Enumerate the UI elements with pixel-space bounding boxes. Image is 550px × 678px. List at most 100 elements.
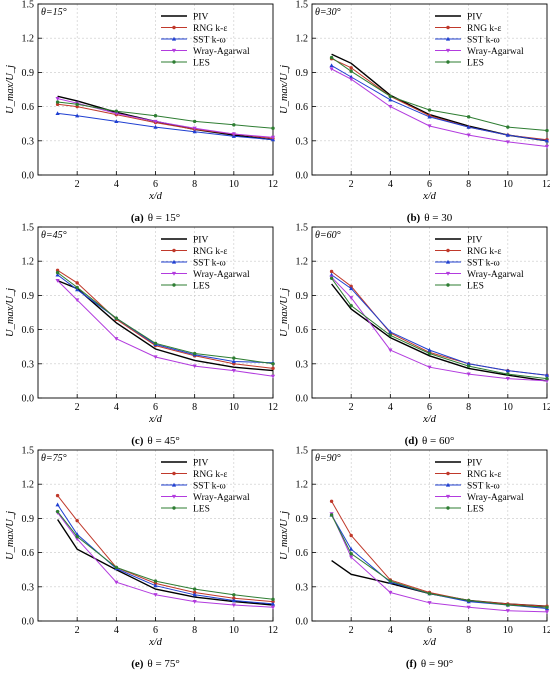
legend-marker — [445, 36, 451, 41]
legend-marker — [171, 48, 177, 53]
caption-prefix: (a) — [131, 212, 144, 224]
legend-marker — [446, 283, 450, 287]
legend-label: Wray-Agarwal — [467, 270, 524, 280]
caption-text: θ = 60° — [422, 435, 454, 447]
y-tick-label: 0.3 — [22, 359, 35, 370]
x-tick-label: 4 — [114, 625, 119, 636]
data-point — [506, 372, 510, 376]
legend-label: PIV — [467, 236, 482, 246]
legend-marker — [171, 494, 177, 499]
panel-label: θ=15° — [41, 7, 67, 18]
x-tick-label: 8 — [466, 179, 471, 190]
legend-marker — [446, 506, 450, 510]
y-tick-label: 0.0 — [296, 171, 309, 182]
y-tick-label: 1.2 — [296, 34, 309, 45]
legend-label: LES — [467, 59, 484, 69]
y-tick-label: 1.2 — [22, 34, 35, 45]
x-tick-label: 10 — [503, 625, 513, 636]
data-point — [55, 111, 60, 116]
legend-marker — [172, 248, 176, 253]
data-point — [388, 333, 393, 337]
data-point — [192, 126, 197, 131]
legend-marker — [172, 60, 176, 64]
panel-label: θ=45° — [41, 230, 67, 241]
legend-marker — [445, 482, 451, 487]
legend-label: SST k-ω — [467, 482, 500, 492]
data-point — [349, 552, 353, 556]
data-point — [153, 579, 158, 583]
data-point — [270, 374, 276, 379]
chart-panel-3: 2 4 6 8 10 12 0.0 0.3 0.6 0.9 1.2 1.5 x/d U_max/U_j θ=… — [5, 223, 278, 448]
data-point — [231, 603, 236, 608]
y-tick-label: 0.6 — [22, 102, 35, 113]
data-point — [192, 364, 197, 369]
data-point — [505, 140, 510, 145]
data-point — [349, 69, 353, 73]
data-point — [192, 119, 197, 124]
y-tick-label: 1.5 — [296, 0, 309, 11]
y-tick-label: 0.6 — [22, 325, 35, 336]
data-point — [232, 596, 236, 600]
x-tick-label: 6 — [427, 179, 432, 190]
legend-label: LES — [193, 59, 210, 69]
data-point — [505, 132, 510, 137]
series-line-SST k-ω — [57, 274, 274, 364]
x-tick-label: 12 — [268, 625, 278, 636]
data-point — [75, 534, 79, 539]
data-point — [427, 351, 432, 356]
x-tick-label: 4 — [114, 179, 119, 190]
data-point — [329, 272, 334, 277]
data-point — [466, 124, 471, 129]
data-point — [153, 355, 158, 360]
x-tick-label: 10 — [503, 179, 513, 190]
y-tick-label: 0.9 — [296, 514, 309, 525]
legend-marker — [172, 506, 176, 510]
data-point — [75, 102, 79, 107]
legend-label: Wray-Agarwal — [467, 47, 524, 57]
series-line-Wray-Agarwal — [331, 68, 548, 147]
y-axis-label: U_max/U_j — [279, 288, 290, 337]
data-point — [505, 609, 510, 613]
data-point — [349, 77, 354, 82]
data-point — [75, 537, 80, 542]
legend-label: RNG k-ε — [193, 247, 227, 257]
legend-marker — [446, 248, 450, 253]
x-tick-label: 2 — [349, 625, 354, 636]
legend-label: RNG k-ε — [193, 470, 227, 480]
chart-panel-6: 2 4 6 8 10 12 0.0 0.3 0.6 0.9 1.2 1.5 x/d U_max/U_j θ=… — [279, 446, 550, 671]
legend-marker — [171, 482, 177, 487]
data-point — [388, 97, 393, 102]
data-point — [466, 361, 471, 366]
caption-prefix: (f) — [406, 658, 417, 670]
data-point — [427, 114, 432, 119]
y-tick-label: 0.6 — [296, 548, 309, 559]
data-point — [427, 347, 432, 352]
x-axis-label: x/d — [422, 191, 437, 202]
caption-prefix: (d) — [405, 435, 419, 447]
data-point — [349, 533, 353, 538]
x-tick-label: 12 — [542, 625, 550, 636]
legend-label: PIV — [467, 459, 482, 469]
x-tick-label: 6 — [427, 402, 432, 413]
panel-label: θ=75° — [41, 453, 67, 464]
x-tick-label: 2 — [75, 402, 80, 413]
data-point — [349, 303, 353, 308]
y-tick-label: 1.2 — [22, 480, 35, 491]
legend-label: LES — [193, 505, 210, 515]
panel-caption: (b) θ = 30 — [407, 212, 453, 224]
y-tick-label: 0.3 — [296, 582, 309, 593]
legend-marker — [445, 494, 451, 499]
data-point — [55, 493, 60, 498]
data-point — [270, 601, 276, 606]
y-tick-label: 1.5 — [296, 223, 309, 234]
data-point — [545, 605, 549, 610]
data-point — [349, 296, 354, 300]
legend-marker — [446, 25, 450, 30]
x-tick-label: 4 — [114, 402, 119, 413]
data-point — [75, 285, 79, 290]
data-point — [271, 597, 275, 602]
y-tick-label: 1.2 — [22, 257, 35, 268]
data-point — [55, 509, 60, 514]
series-line-LES — [331, 278, 548, 380]
data-point — [427, 591, 432, 596]
